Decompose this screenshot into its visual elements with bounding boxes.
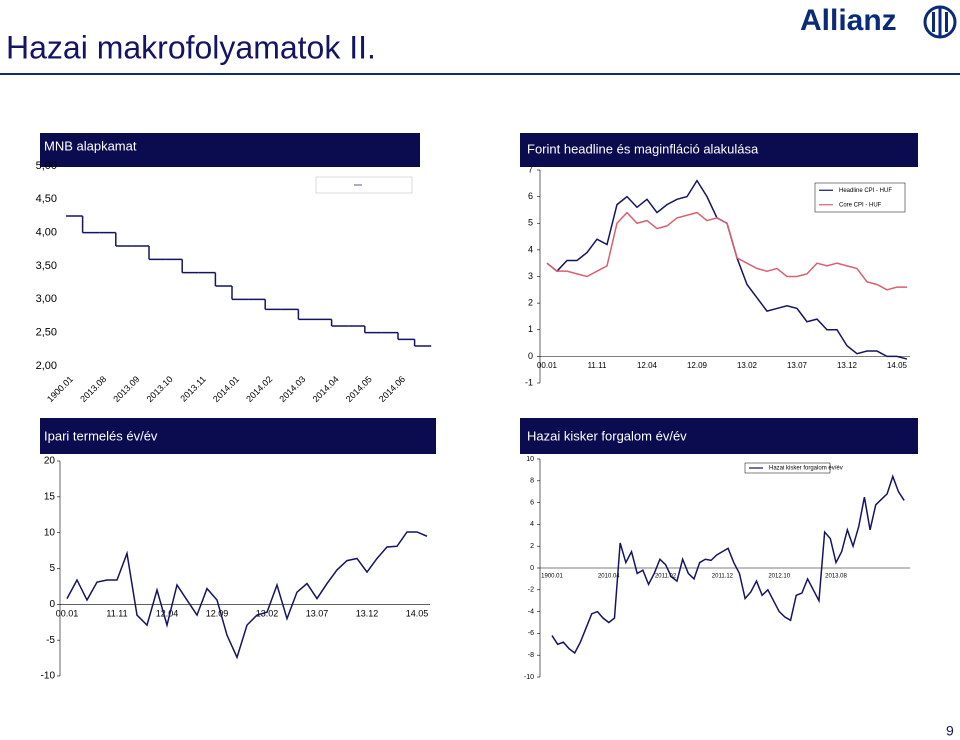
y-tick-label: 3,50 — [36, 260, 57, 272]
y-tick-label: -10 — [524, 674, 534, 681]
x-tick-label: 2014.02 — [244, 374, 274, 404]
title-bar — [520, 133, 918, 167]
y-tick-label: 0 — [49, 599, 55, 610]
chart-title: Ipari termelés év/év — [44, 428, 158, 443]
y-tick-label: 2,00 — [36, 360, 57, 372]
y-tick-label: 1 — [528, 324, 533, 334]
y-tick-label: -2 — [528, 587, 534, 594]
y-tick-label: 10 — [526, 456, 534, 463]
chart-title: Hazai kisker forgalom év/év — [527, 428, 687, 443]
legend-box — [744, 462, 831, 474]
y-tick-label: 15 — [44, 491, 56, 502]
x-tick-label: 1900.01 — [541, 574, 563, 580]
x-tick-label: 13.12 — [837, 361, 858, 370]
x-tick-label: 2013.10 — [145, 374, 175, 404]
x-tick-label: 00.01 — [537, 361, 558, 370]
empty-legend-box — [315, 176, 413, 194]
x-tick-label: 2014.01 — [211, 374, 241, 404]
x-tick-label: 13.07 — [787, 361, 808, 370]
x-tick-label: 13.12 — [356, 608, 379, 618]
x-tick-label: 2014.06 — [377, 374, 407, 404]
y-tick-label: 5 — [49, 563, 55, 574]
y-tick-label: -1 — [525, 377, 533, 387]
y-tick-label: -8 — [528, 652, 534, 659]
y-tick-label: 8 — [530, 478, 534, 485]
y-tick-label: -4 — [528, 608, 534, 615]
y-tick-label: 7 — [528, 164, 533, 174]
y-tick-label: 6 — [530, 499, 534, 506]
x-tick-label: 12.09 — [687, 361, 708, 370]
x-tick-label: 11.11 — [588, 361, 607, 370]
y-tick-label: 3,00 — [36, 293, 57, 305]
x-tick-label: 2010.04 — [598, 574, 620, 580]
x-tick-label: 13.07 — [306, 608, 329, 618]
x-tick-label: 2014.05 — [344, 374, 374, 404]
title-bar — [40, 133, 420, 167]
y-tick-label: 5 — [528, 218, 533, 228]
series-line — [66, 531, 428, 660]
x-tick-label: 11.11 — [106, 608, 127, 618]
x-tick-label: 2011.12 — [712, 574, 734, 580]
x-tick-label: 13.02 — [256, 608, 279, 618]
page-number: 9 — [946, 723, 954, 739]
y-tick-label: 4,50 — [36, 193, 57, 205]
y-tick-label: 0 — [530, 565, 534, 572]
y-tick-label: 4 — [530, 521, 534, 528]
y-tick-label: -10 — [41, 671, 56, 682]
y-tick-label: 10 — [44, 527, 56, 538]
x-tick-label: 12.04 — [156, 608, 179, 618]
chart-title: MNB alapkamat — [44, 138, 137, 153]
x-tick-label: 14.05 — [406, 608, 429, 618]
x-tick-label: 2011.02 — [655, 574, 677, 580]
slide-title: Hazai makrofolyamatok II. — [6, 29, 376, 65]
y-tick-label: 0 — [528, 351, 533, 361]
x-tick-label: 2013.08 — [825, 574, 847, 580]
legend-box — [814, 182, 906, 213]
x-tick-label: 2013.09 — [111, 374, 141, 404]
x-tick-label: 2014.03 — [277, 374, 307, 404]
legend-label: Hazai kisker forgalom év/év — [769, 466, 843, 472]
y-tick-label: 2,50 — [36, 327, 57, 339]
x-tick-label: 2014.04 — [311, 374, 341, 404]
y-tick-label: 2 — [528, 298, 533, 308]
title-bar — [40, 418, 436, 454]
y-tick-label: 6 — [528, 191, 533, 201]
legend-label: Core CPI - HUF — [839, 202, 882, 208]
logo-mark — [923, 5, 957, 39]
x-tick-label: 2013.08 — [78, 374, 108, 404]
y-tick-label: -6 — [528, 630, 534, 637]
logo-text: Allianz — [800, 4, 897, 37]
title-bar — [520, 418, 918, 454]
legend-label: Headline CPI - HUF — [839, 188, 892, 194]
series-line — [546, 211, 907, 291]
x-tick-label: 14.05 — [887, 361, 908, 370]
series-line — [551, 474, 905, 655]
x-tick-label: 2012.10 — [768, 574, 790, 580]
x-tick-label: 00.01 — [56, 608, 79, 618]
x-tick-label: 13.02 — [737, 361, 758, 370]
y-tick-label: 4,00 — [36, 227, 57, 239]
x-tick-label: 12.04 — [637, 361, 658, 370]
y-tick-label: 2 — [530, 543, 534, 550]
y-tick-label: 5,00 — [36, 160, 57, 172]
y-tick-label: 4 — [528, 244, 533, 254]
y-tick-label: 20 — [44, 456, 56, 467]
x-tick-label: 12.09 — [206, 608, 229, 618]
x-tick-label: 1900.01 — [45, 374, 75, 404]
chart-title: Forint headline és maginfláció alakulása — [527, 141, 759, 156]
y-tick-label: -5 — [46, 635, 55, 646]
x-tick-label: 2013.11 — [178, 374, 208, 404]
y-tick-label: 3 — [528, 271, 533, 281]
